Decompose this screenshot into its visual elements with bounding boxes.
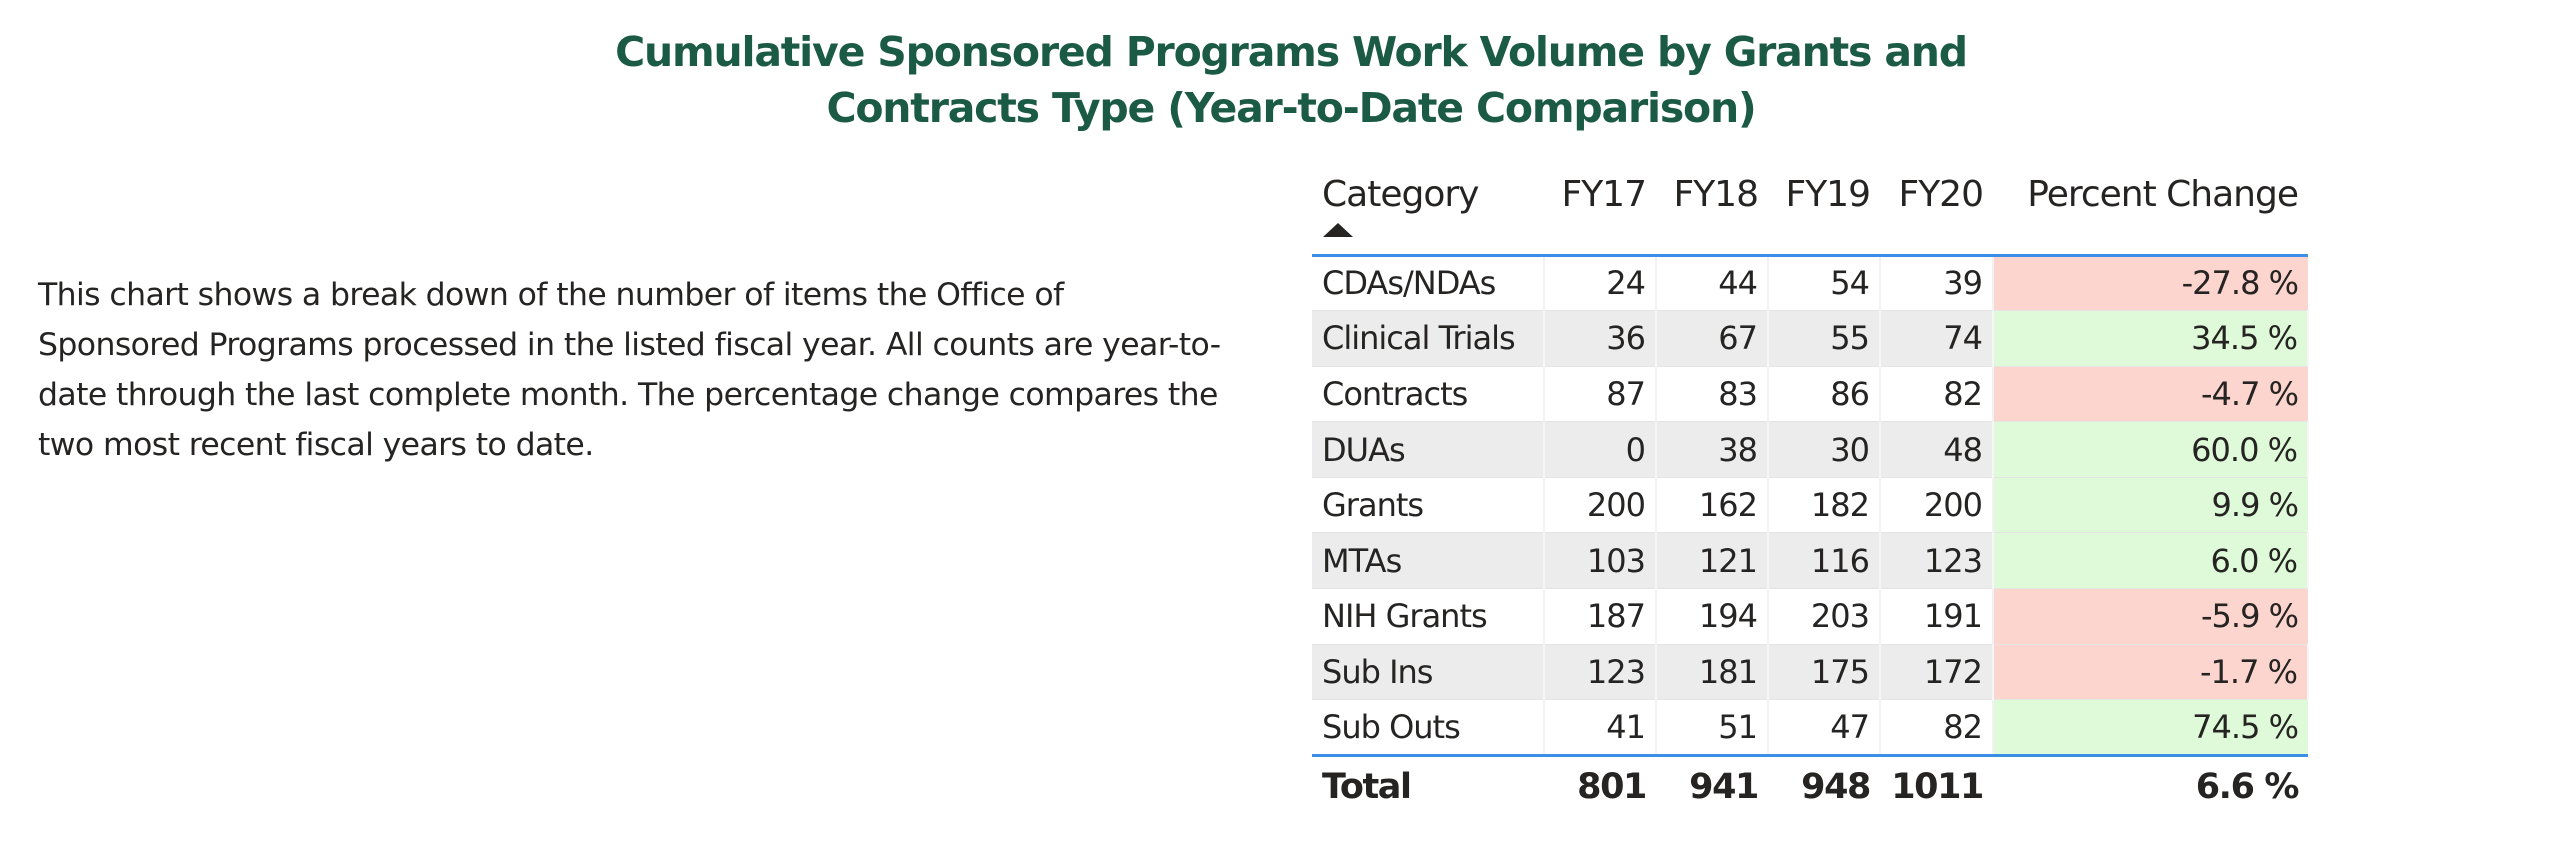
column-header-category[interactable]: Category xyxy=(1312,170,1544,257)
cell-fy17: 24 xyxy=(1544,255,1657,312)
work-volume-table: Category FY17 FY18 FY19 FY20 Percent Cha… xyxy=(1312,170,2309,817)
cell-fy20: 123 xyxy=(1880,532,1994,590)
cell-fy18: 121 xyxy=(1656,532,1769,590)
cell-fy18: 181 xyxy=(1656,644,1769,701)
cell-fy20: 39 xyxy=(1880,255,1994,312)
cell-fy18: 38 xyxy=(1656,421,1769,478)
report-title-line-1: Cumulative Sponsored Programs Work Volum… xyxy=(615,28,1968,76)
chart-description: This chart shows a break down of the num… xyxy=(38,277,1221,463)
table-row[interactable]: Clinical Trials 36 67 55 74 34.5 % xyxy=(1312,310,2309,367)
cell-percent-change: -1.7 % xyxy=(1993,644,2309,701)
cell-category: MTAs xyxy=(1312,532,1545,590)
cell-fy20: 82 xyxy=(1880,366,1994,423)
report-title-line-2: Contracts Type (Year-to-Date Comparison) xyxy=(826,84,1756,132)
table-row[interactable]: CDAs/NDAs 24 44 54 39 -27.8 % xyxy=(1312,255,2308,312)
column-header-fy17[interactable]: FY17 xyxy=(1544,170,1656,257)
cell-fy18: 194 xyxy=(1656,588,1769,645)
cell-category: Sub Ins xyxy=(1312,644,1545,701)
table-header-row: Category FY17 FY18 FY19 FY20 Percent Cha… xyxy=(1312,170,2308,257)
cell-fy20: 172 xyxy=(1880,644,1994,701)
cell-category: Clinical Trials xyxy=(1312,310,1545,367)
cell-category: CDAs/NDAs xyxy=(1312,255,1545,312)
cell-percent-change: -5.9 % xyxy=(1993,588,2308,645)
cell-fy19: 55 xyxy=(1768,310,1881,367)
cell-fy19: 54 xyxy=(1768,255,1881,312)
cell-fy17: 103 xyxy=(1544,532,1657,590)
cell-category: Contracts xyxy=(1312,366,1545,423)
cell-percent-change: 34.5 % xyxy=(1993,310,2309,367)
cell-fy17: 123 xyxy=(1544,644,1657,701)
total-fy19: 948 xyxy=(1801,766,1871,807)
cell-fy20: 48 xyxy=(1880,421,1994,478)
cell-fy20: 82 xyxy=(1880,699,1994,757)
total-fy20: 1011 xyxy=(1891,766,1984,807)
total-row: Total 801 941 948 1011 6.6 % xyxy=(1312,755,2308,817)
total-percent-change: 6.6 % xyxy=(2195,766,2300,807)
table-row[interactable]: DUAs 0 38 30 48 60.0 % xyxy=(1312,421,2309,478)
cell-fy20: 74 xyxy=(1880,310,1994,367)
cell-fy19: 203 xyxy=(1768,588,1881,645)
report-title: Cumulative Sponsored Programs Work Volum… xyxy=(0,24,2564,136)
cell-category: Grants xyxy=(1312,477,1545,534)
column-header-category-label: Category xyxy=(1322,174,1479,215)
cell-fy17: 87 xyxy=(1544,366,1657,423)
sort-ascending-icon[interactable] xyxy=(1323,223,1353,237)
column-header-fy19[interactable]: FY19 xyxy=(1768,170,1880,257)
cell-fy18: 44 xyxy=(1656,255,1769,312)
cell-fy17: 36 xyxy=(1544,310,1657,367)
cell-category: Sub Outs xyxy=(1312,699,1545,757)
cell-percent-change: 9.9 % xyxy=(1993,477,2308,534)
cell-fy19: 182 xyxy=(1768,477,1881,534)
table-row[interactable]: Sub Ins 123 181 175 172 -1.7 % xyxy=(1312,644,2309,701)
total-label: Total xyxy=(1322,766,1412,807)
cell-fy19: 47 xyxy=(1768,699,1881,757)
cell-fy18: 162 xyxy=(1656,477,1769,534)
cell-percent-change: -27.8 % xyxy=(1993,255,2308,312)
cell-percent-change: -4.7 % xyxy=(1993,366,2308,423)
table-row[interactable]: NIH Grants 187 194 203 191 -5.9 % xyxy=(1312,588,2308,645)
cell-fy19: 116 xyxy=(1768,532,1881,590)
cell-percent-change: 74.5 % xyxy=(1993,699,2308,757)
total-fy18: 941 xyxy=(1689,766,1759,807)
cell-category: DUAs xyxy=(1312,421,1545,478)
cell-fy17: 0 xyxy=(1544,421,1657,478)
cell-percent-change: 60.0 % xyxy=(1993,421,2309,478)
total-fy17: 801 xyxy=(1577,766,1647,807)
cell-fy19: 30 xyxy=(1768,421,1881,478)
table-row[interactable]: MTAs 103 121 116 123 6.0 % xyxy=(1312,532,2309,590)
cell-category: NIH Grants xyxy=(1312,588,1545,645)
cell-fy19: 86 xyxy=(1768,366,1881,423)
cell-percent-change: 6.0 % xyxy=(1993,532,2309,590)
cell-fy18: 67 xyxy=(1656,310,1769,367)
cell-fy19: 175 xyxy=(1768,644,1881,701)
cell-fy20: 191 xyxy=(1880,588,1994,645)
column-header-percent-change[interactable]: Percent Change xyxy=(1993,170,2308,257)
table-body: CDAs/NDAs 24 44 54 39 -27.8 % Clinical Trials 3… xyxy=(1312,255,2309,757)
cell-fy17: 41 xyxy=(1544,699,1657,757)
table-row[interactable]: Sub Outs 41 51 47 82 74.5 % xyxy=(1312,699,2308,757)
cell-fy17: 200 xyxy=(1544,477,1657,534)
table-row[interactable]: Grants 200 162 182 200 9.9 % xyxy=(1312,477,2308,534)
column-header-fy20[interactable]: FY20 xyxy=(1880,170,1993,257)
cell-fy18: 83 xyxy=(1656,366,1769,423)
table-row[interactable]: Contracts 87 83 86 82 -4.7 % xyxy=(1312,366,2308,423)
column-header-fy18[interactable]: FY18 xyxy=(1656,170,1768,257)
cell-fy17: 187 xyxy=(1544,588,1657,645)
work-volume-table-visual: Category FY17 FY18 FY19 FY20 Percent Cha… xyxy=(1312,170,2309,817)
cell-fy20: 200 xyxy=(1880,477,1994,534)
cell-fy18: 51 xyxy=(1656,699,1769,757)
